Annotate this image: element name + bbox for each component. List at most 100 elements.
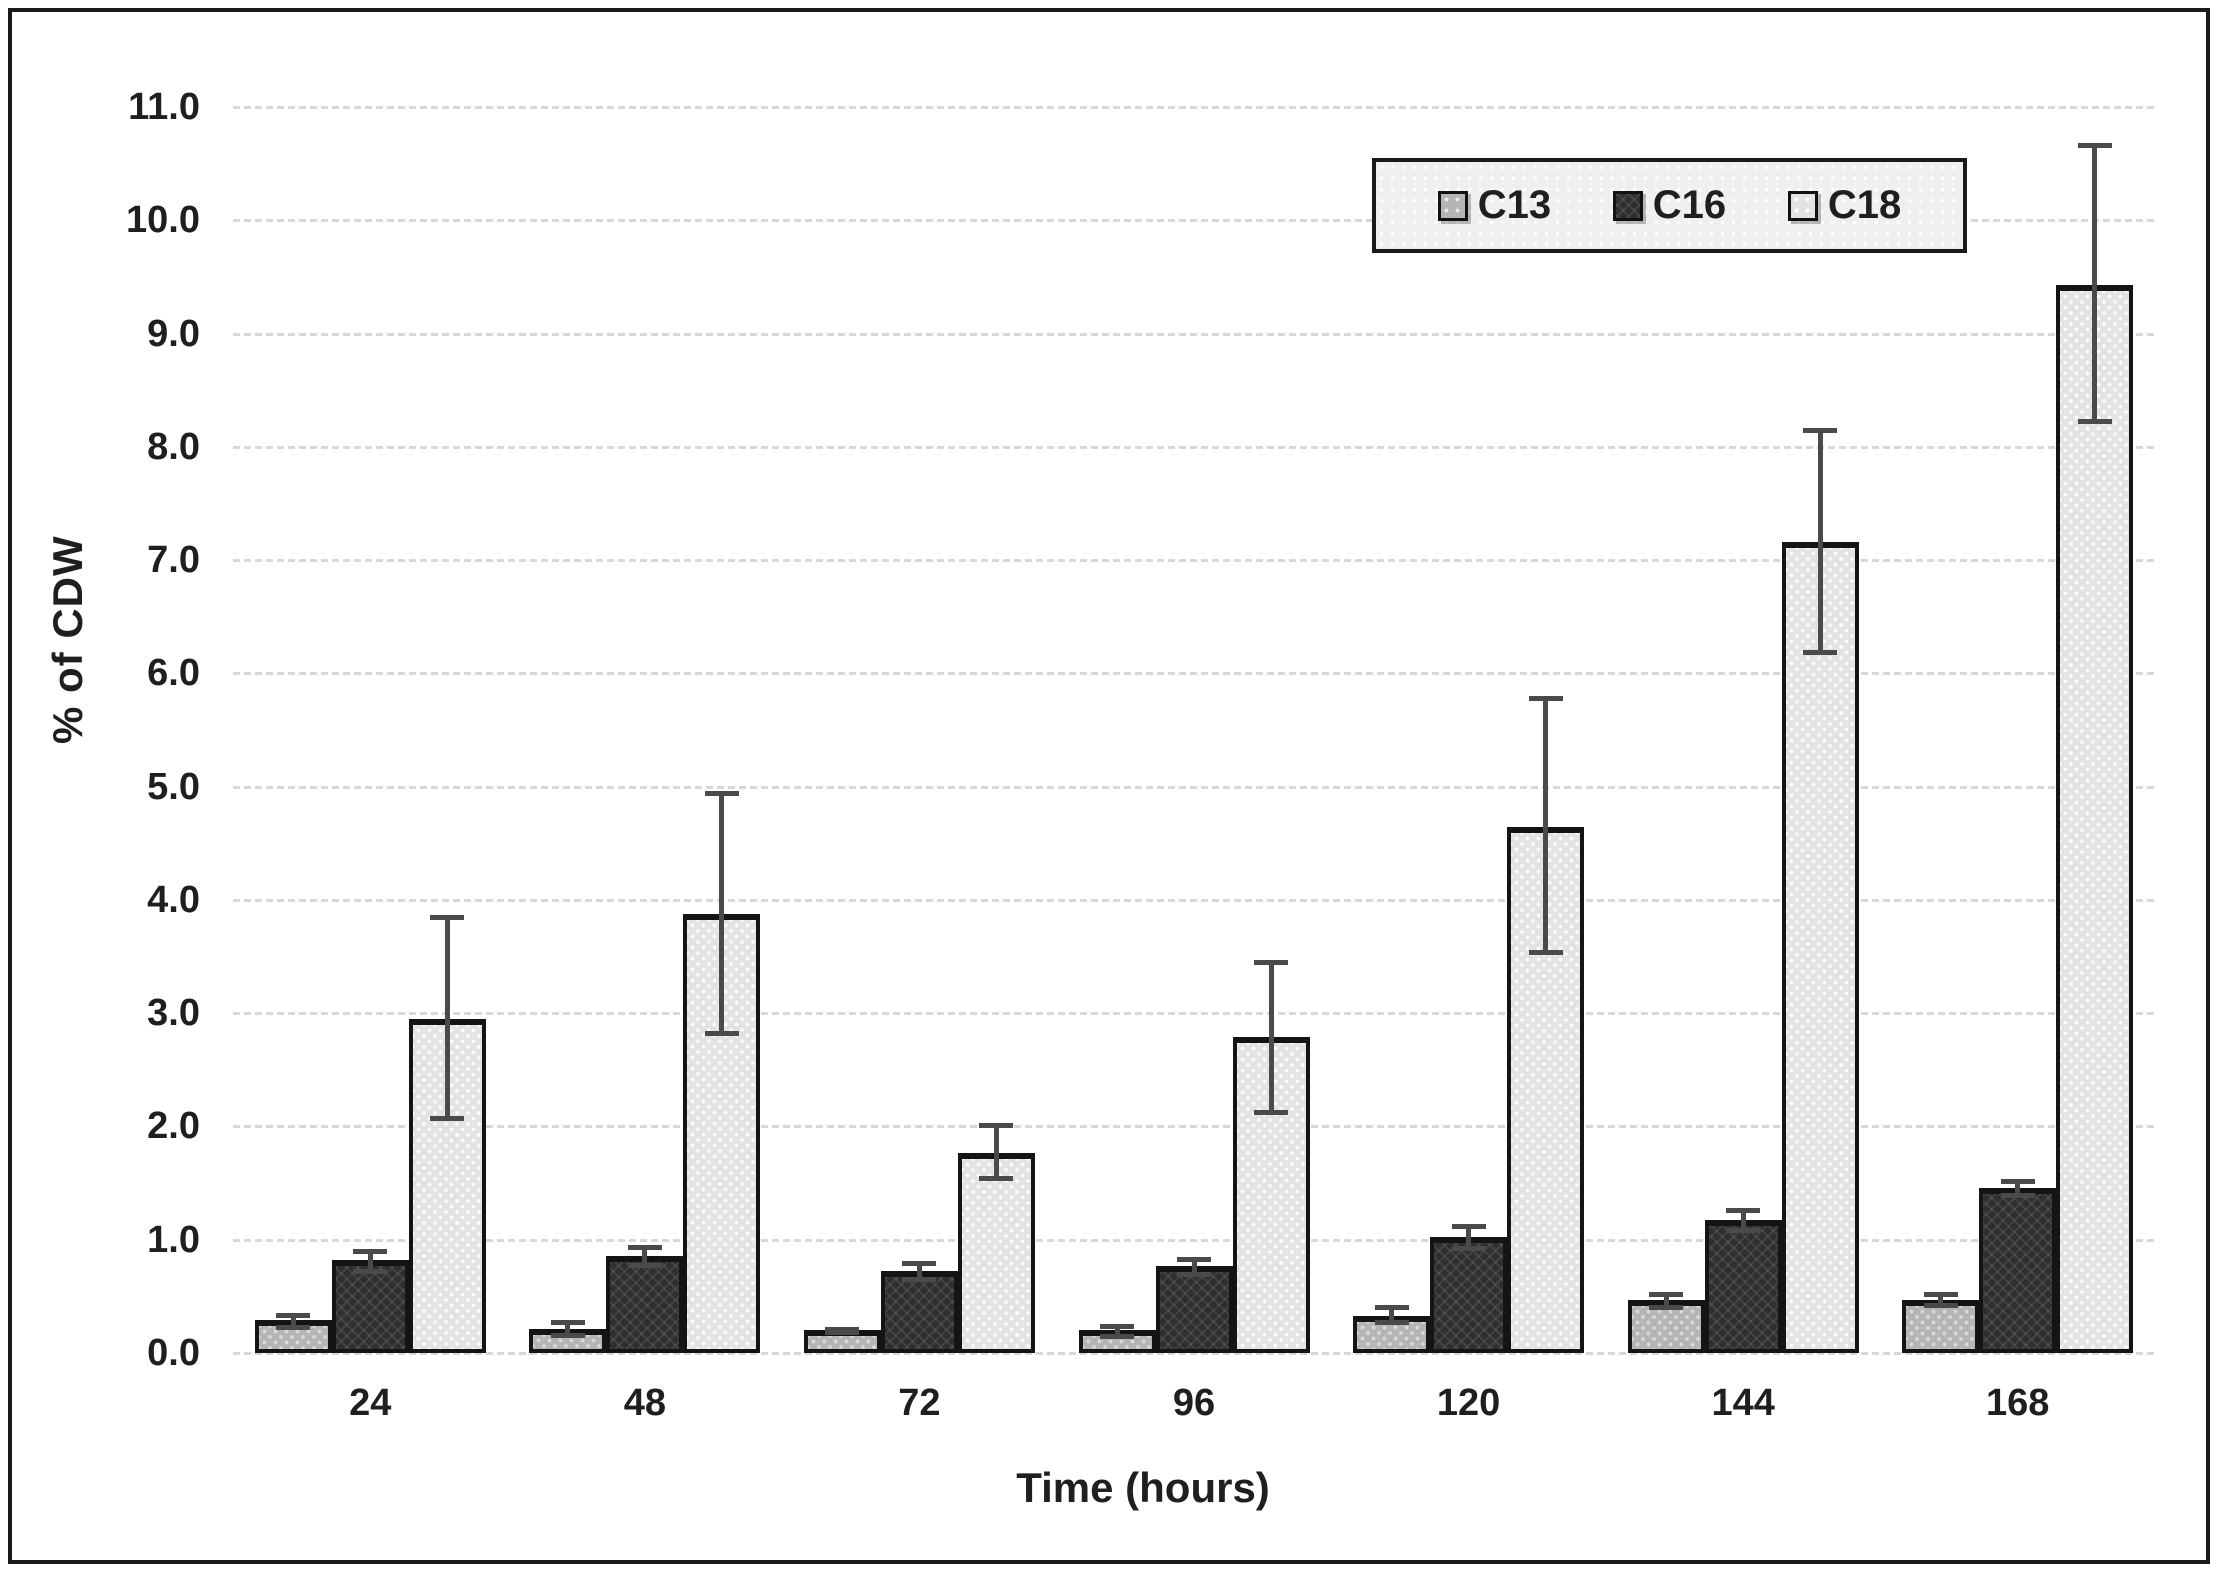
error-bar-c16-96 [1177,1256,1211,1278]
error-bar-cap-top [1726,1208,1761,1213]
error-bar-cap-bottom [1923,1302,1958,1308]
legend-label-c13: C13 [1477,183,1552,227]
error-bar-c18-96 [1254,959,1288,1116]
legend-label-c18: C18 [1827,183,1902,227]
error-bar-stem [1389,1305,1395,1325]
y-tick-label: 5.0 [147,765,200,808]
bar-c18-72 [957,1152,1035,1353]
y-tick-label: 8.0 [147,425,200,468]
error-bar-cap-bottom [1254,1110,1288,1116]
error-bar-cap-top [1649,1291,1684,1297]
error-bar-cap-top [353,1248,388,1254]
error-bar-cap-top [902,1261,937,1267]
error-bar-cap-top [430,914,465,920]
legend-swatch-c16 [1612,190,1643,221]
gridline [233,559,2155,563]
error-bar-cap-top [276,1313,311,1319]
error-bar-stem [1817,427,1823,656]
gridline [233,1125,2155,1129]
y-tick-label: 0.0 [147,1332,200,1374]
error-bar-c13-96 [1100,1323,1134,1340]
y-tick-label: 4.0 [147,878,200,921]
error-bar-cap-bottom [550,1333,585,1339]
error-bar-cap-top [627,1245,662,1251]
bar-c18-144 [1781,541,1859,1353]
bar-c16-72 [880,1271,958,1353]
error-bar-cap-bottom [2077,419,2112,425]
error-bar-stem [719,791,725,1036]
error-bar-cap-bottom [1649,1304,1684,1310]
error-bar-stem [642,1245,648,1269]
error-bar-c18-168 [2077,143,2112,425]
figure-border [8,8,2210,1564]
y-tick-label: 2.0 [147,1105,200,1148]
error-bar-cap-bottom [1100,1334,1134,1340]
error-bar-c16-144 [1726,1208,1761,1233]
error-bar-cap-top [1528,696,1563,702]
error-bar-cap-top [825,1326,860,1332]
error-bar-c16-72 [902,1261,937,1282]
error-bar-cap-top [550,1320,585,1326]
error-bar-cap-bottom [2000,1192,2035,1198]
error-bar-cap-bottom [902,1276,937,1282]
error-bar-c18-48 [704,791,739,1036]
error-bar-c16-48 [627,1245,662,1269]
gridline [233,219,2155,223]
error-bar-c18-120 [1528,696,1563,956]
x-axis-title: Time (hours) [1016,1464,1270,1511]
y-tick-label: 7.0 [147,539,200,582]
bar-c16-24 [331,1260,409,1353]
error-bar-cap-bottom [276,1325,311,1331]
error-bar-c13-168 [1923,1291,1958,1308]
x-tick-label-144: 144 [1711,1382,1775,1424]
bar-c16-96 [1155,1265,1233,1353]
gridline [233,445,2155,449]
error-bar-stem [290,1313,296,1331]
bar-c16-48 [606,1255,684,1353]
bar-c16-168 [1979,1187,2057,1353]
error-bar-stem [1938,1291,1944,1308]
error-bar-c13-72 [825,1326,860,1335]
error-bar-cap-bottom [1528,950,1563,956]
error-bar-stem [1663,1291,1669,1310]
error-bar-cap-bottom [979,1175,1014,1181]
error-bar-c13-120 [1374,1305,1409,1325]
error-bar-stem [444,914,450,1121]
legend-item-c13: C13 [1437,183,1552,228]
bar-c18-120 [1507,827,1585,1353]
error-bar-stem [1543,696,1549,956]
error-bar-cap-top [1177,1256,1211,1262]
gridline [233,106,2155,109]
error-bar-cap-bottom [1374,1319,1409,1325]
y-tick-label: 1.0 [147,1218,200,1261]
bar-c16-144 [1704,1220,1782,1353]
error-bar-c16-24 [353,1248,388,1274]
gridline [233,332,2155,336]
legend-label-c16: C16 [1652,183,1727,227]
y-tick-label: 3.0 [147,992,200,1035]
error-bar-cap-bottom [353,1268,388,1274]
y-tick-label: 9.0 [147,312,200,355]
error-bar-cap-top [1100,1323,1134,1329]
gridline [233,1352,2155,1355]
error-bar-stem [916,1261,922,1282]
y-tick-label: 10.0 [126,199,200,242]
error-bar-c13-144 [1649,1291,1684,1310]
gridline [233,1238,2155,1242]
error-bar-cap-top [979,1123,1014,1129]
error-bar-cap-top [1374,1305,1409,1311]
gridline [233,672,2155,676]
x-tick-label-72: 72 [898,1382,941,1424]
x-tick-label-48: 48 [623,1382,666,1424]
error-bar-stem [1268,959,1274,1116]
y-tick-label: 6.0 [147,652,200,695]
error-bar-cap-bottom [704,1030,739,1036]
error-bar-stem [367,1248,373,1274]
gridline [233,1012,2155,1016]
error-bar-c18-144 [1803,427,1838,656]
error-bar-cap-bottom [825,1329,860,1335]
error-bar-cap-bottom [1177,1272,1211,1278]
error-bar-c16-120 [1451,1223,1486,1252]
error-bar-cap-top [2077,143,2112,149]
error-bar-c13-24 [276,1313,311,1331]
